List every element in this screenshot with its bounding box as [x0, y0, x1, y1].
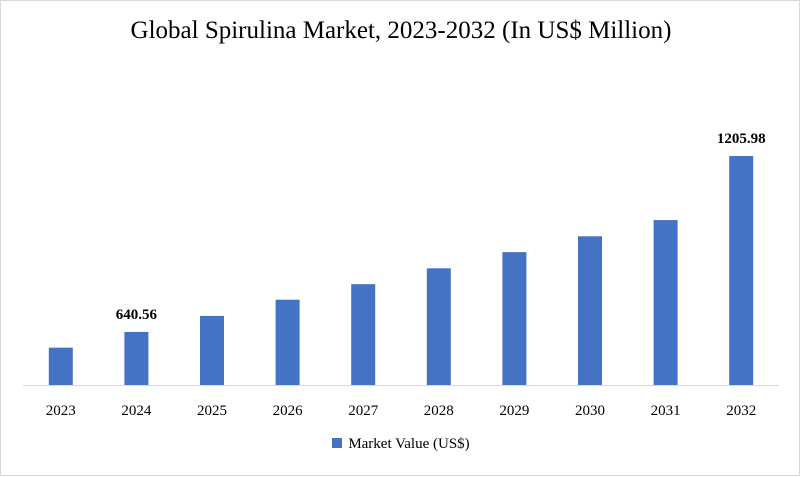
bar-2030 — [578, 236, 602, 385]
bar-2028 — [426, 268, 451, 385]
legend-label: Market Value (US$) — [348, 436, 470, 452]
legend-swatch — [332, 438, 343, 448]
x-tick-label: 2025 — [197, 403, 227, 419]
bar-2032 — [729, 156, 754, 385]
legend: Market Value (US$) — [1, 436, 800, 453]
bar-2025 — [200, 315, 224, 385]
x-tick-label: 2029 — [499, 403, 529, 419]
x-tick-label: 2028 — [424, 403, 454, 419]
x-tick-label: 2027 — [348, 403, 379, 419]
x-tick-label: 2023 — [46, 403, 76, 419]
x-tick-label: 2031 — [651, 403, 681, 419]
x-tick-label: 2026 — [273, 403, 304, 419]
x-tick-label: 2030 — [575, 403, 605, 419]
bar-2026 — [275, 299, 300, 385]
chart-title: Global Spirulina Market, 2023-2032 (In U… — [130, 17, 672, 44]
data-label-2024: 640.56 — [116, 307, 158, 323]
bar-2023 — [48, 347, 73, 385]
x-tick-label: 2024 — [121, 403, 152, 419]
bar-2027 — [351, 284, 376, 385]
bar-2024 — [124, 331, 149, 385]
bar-2031 — [653, 220, 678, 385]
x-tick-label: 2032 — [726, 403, 756, 419]
bar-2029 — [502, 252, 527, 385]
bars-group — [48, 156, 754, 385]
x-tick-labels: 2023 2024 2025 2026 2027 2028 2029 2030 2031 2032 — [46, 403, 756, 419]
data-label-2032: 1205.98 — [717, 131, 766, 147]
data-labels: 640.56 1205.98 — [116, 131, 766, 323]
